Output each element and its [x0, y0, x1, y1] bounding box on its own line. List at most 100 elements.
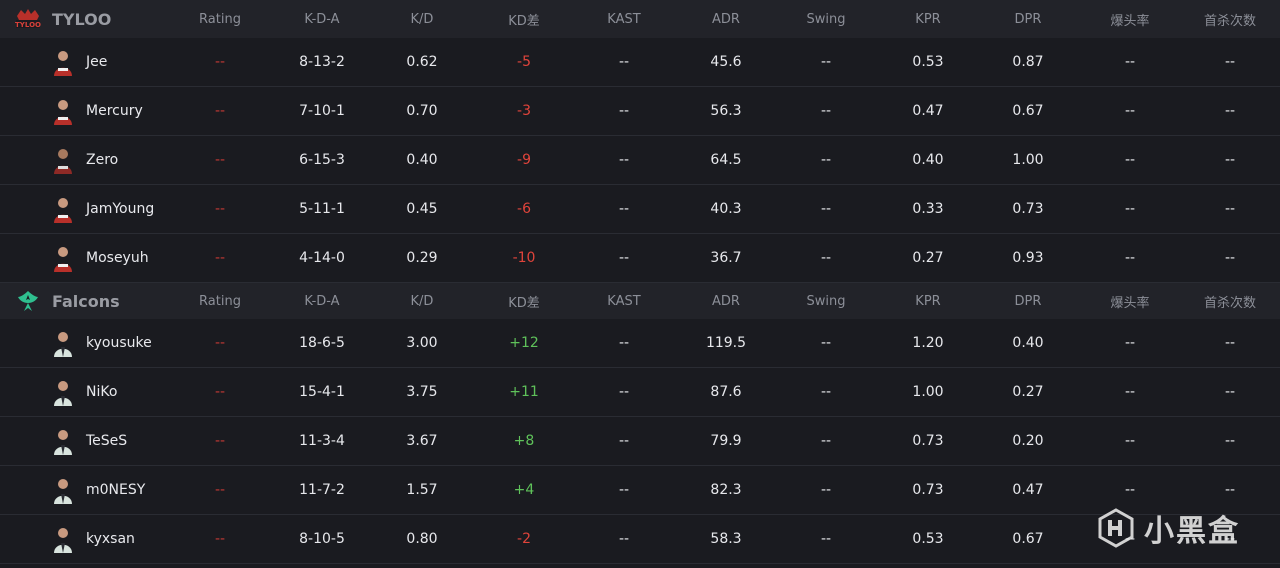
player-avatar-icon: [54, 381, 72, 406]
col-kd-diff-header: KD差: [508, 295, 540, 311]
hs-value: --: [1124, 250, 1136, 266]
table-row[interactable]: Zero -- 6-15-3 0.40 -9 -- 64.5 -- 0.40 1…: [0, 136, 1280, 185]
first-kills-value: --: [1224, 482, 1236, 498]
kpr-value: 1.00: [912, 384, 944, 400]
kd-value: 0.80: [406, 531, 438, 547]
kd-diff-value: -10: [512, 250, 536, 266]
player-name[interactable]: Mercury: [86, 103, 143, 119]
hs-value: --: [1124, 152, 1136, 168]
player-name[interactable]: m0NESY: [86, 482, 146, 498]
hs-value: --: [1124, 482, 1136, 498]
col-kd-header: K/D: [410, 11, 434, 27]
player-name[interactable]: Moseyuh: [86, 250, 149, 266]
kd-diff-value: +8: [513, 433, 535, 449]
player-name[interactable]: TeSeS: [86, 433, 128, 449]
adr-value: 79.9: [710, 433, 742, 449]
table-row[interactable]: Mercury -- 7-10-1 0.70 -3 -- 56.3 -- 0.4…: [0, 87, 1280, 136]
kda-value: 18-6-5: [299, 335, 345, 351]
kpr-value: 1.20: [912, 335, 944, 351]
player-avatar-icon: [54, 100, 72, 125]
watermark-text: 小黑盒: [1144, 514, 1240, 549]
tyloo-logo-icon: TYLOO: [14, 7, 42, 31]
table-row[interactable]: Jee -- 8-13-2 0.62 -5 -- 45.6 -- 0.53 0.…: [0, 38, 1280, 87]
kd-value: 1.57: [406, 482, 438, 498]
player-cell: kyousuke: [52, 319, 152, 367]
swing-value: --: [820, 103, 832, 119]
adr-value: 119.5: [705, 335, 747, 351]
team-name-falcons: Falcons: [14, 283, 120, 319]
kd-diff-value: +12: [509, 335, 539, 351]
player-avatar-icon: [54, 198, 72, 223]
kpr-value: 0.73: [912, 482, 944, 498]
kda-value: 6-15-3: [299, 152, 345, 168]
table-row[interactable]: m0NESY -- 11-7-2 1.57 +4 -- 82.3 -- 0.73…: [0, 466, 1280, 515]
col-hs-header: 爆头率: [1110, 295, 1150, 311]
kda-value: 8-10-5: [299, 531, 345, 547]
first-kills-value: --: [1224, 54, 1236, 70]
kast-value: --: [618, 384, 630, 400]
kda-value: 8-13-2: [299, 54, 345, 70]
dpr-value: 0.73: [1012, 201, 1044, 217]
player-cell: kyxsan: [52, 515, 135, 563]
table-row[interactable]: TeSeS -- 11-3-4 3.67 +8 -- 79.9 -- 0.73 …: [0, 417, 1280, 466]
swing-value: --: [820, 250, 832, 266]
player-avatar-icon: [54, 149, 72, 174]
col-dpr-header: DPR: [1014, 11, 1042, 27]
team-header-tyloo: TYLOO TYLOO Rating K-D-A K/D KD差 KAST AD…: [0, 0, 1280, 38]
player-cell: Zero: [52, 136, 118, 184]
player-name[interactable]: kyxsan: [86, 531, 135, 547]
table-row[interactable]: NiKo -- 15-4-1 3.75 +11 -- 87.6 -- 1.00 …: [0, 368, 1280, 417]
col-adr-header: ADR: [712, 293, 740, 309]
dpr-value: 0.93: [1012, 250, 1044, 266]
adr-value: 40.3: [710, 201, 742, 217]
col-first-kills-header: 首杀次数: [1203, 13, 1256, 29]
table-row[interactable]: kyxsan -- 8-10-5 0.80 -2 -- 58.3 -- 0.53…: [0, 515, 1280, 564]
player-avatar-icon: [54, 430, 72, 455]
adr-value: 56.3: [710, 103, 742, 119]
hs-value: --: [1124, 335, 1136, 351]
col-swing-header: Swing: [806, 293, 846, 309]
col-kast-header: KAST: [607, 293, 641, 309]
kast-value: --: [618, 201, 630, 217]
player-name[interactable]: Jee: [86, 54, 108, 70]
col-first-kills-header: 首杀次数: [1203, 295, 1256, 311]
player-avatar-icon: [54, 528, 72, 553]
kd-value: 0.40: [406, 152, 438, 168]
col-kd-diff-header: KD差: [508, 13, 540, 29]
kast-value: --: [618, 54, 630, 70]
col-kast-header: KAST: [607, 11, 641, 27]
player-name[interactable]: kyousuke: [86, 335, 152, 351]
table-row[interactable]: JamYoung -- 5-11-1 0.45 -6 -- 40.3 -- 0.…: [0, 185, 1280, 234]
swing-value: --: [820, 433, 832, 449]
hs-value: --: [1124, 201, 1136, 217]
table-row[interactable]: kyousuke -- 18-6-5 3.00 +12 -- 119.5 -- …: [0, 319, 1280, 368]
adr-value: 87.6: [710, 384, 742, 400]
first-kills-value: --: [1224, 201, 1236, 217]
kpr-value: 0.73: [912, 433, 944, 449]
swing-value: --: [820, 335, 832, 351]
watermark: 小黑盒: [1096, 506, 1240, 550]
col-kda-header: K-D-A: [304, 11, 340, 27]
swing-value: --: [820, 384, 832, 400]
player-name[interactable]: NiKo: [86, 384, 118, 400]
player-name[interactable]: JamYoung: [86, 201, 155, 217]
table-row[interactable]: Moseyuh -- 4-14-0 0.29 -10 -- 36.7 -- 0.…: [0, 234, 1280, 283]
kd-diff-value: +11: [509, 384, 539, 400]
player-name[interactable]: Zero: [86, 152, 119, 168]
col-rating-header: Rating: [199, 11, 241, 27]
adr-value: 64.5: [710, 152, 742, 168]
kda-value: 5-11-1: [299, 201, 345, 217]
kast-value: --: [618, 335, 630, 351]
falcons-logo-icon: [14, 289, 42, 313]
kd-diff-value: +4: [513, 482, 535, 498]
first-kills-value: --: [1224, 433, 1236, 449]
kda-value: 15-4-1: [299, 384, 345, 400]
dpr-value: 0.67: [1012, 103, 1044, 119]
kd-value: 0.62: [406, 54, 438, 70]
kd-value: 0.70: [406, 103, 438, 119]
rating-value: --: [214, 152, 226, 168]
team-name-tyloo: TYLOO TYLOO: [14, 0, 111, 38]
rating-value: --: [214, 531, 226, 547]
xiaoheihe-logo-icon: [1098, 508, 1134, 548]
dpr-value: 1.00: [1012, 152, 1044, 168]
